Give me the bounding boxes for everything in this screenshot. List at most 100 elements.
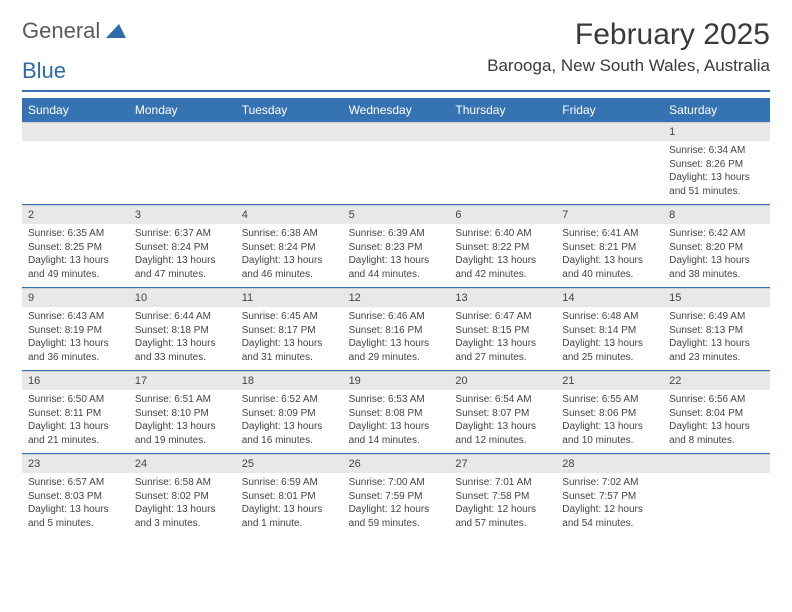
date-number [236, 122, 343, 141]
day-detail: Sunrise: 6:59 AMSunset: 8:01 PMDaylight:… [236, 473, 343, 536]
daylight-line: Daylight: 13 hours and 10 minutes. [562, 420, 657, 447]
daylight-line: Daylight: 13 hours and 49 minutes. [28, 254, 123, 281]
calendar-cell: 4Sunrise: 6:38 AMSunset: 8:24 PMDaylight… [236, 205, 343, 287]
sunrise-line: Sunrise: 6:51 AM [135, 393, 230, 407]
sunrise-line: Sunrise: 6:39 AM [349, 227, 444, 241]
calendar-week: 16Sunrise: 6:50 AMSunset: 8:11 PMDayligh… [22, 371, 770, 453]
date-number: 19 [343, 371, 450, 390]
day-detail: Sunrise: 6:54 AMSunset: 8:07 PMDaylight:… [449, 390, 556, 453]
calendar-cell: 3Sunrise: 6:37 AMSunset: 8:24 PMDaylight… [129, 205, 236, 287]
day-detail: Sunrise: 6:53 AMSunset: 8:08 PMDaylight:… [343, 390, 450, 453]
sunset-line: Sunset: 8:20 PM [669, 241, 764, 255]
sunset-line: Sunset: 8:22 PM [455, 241, 550, 255]
daylight-line: Daylight: 13 hours and 23 minutes. [669, 337, 764, 364]
day-detail [236, 141, 343, 201]
daylight-line: Daylight: 13 hours and 25 minutes. [562, 337, 657, 364]
sunset-line: Sunset: 8:24 PM [242, 241, 337, 255]
calendar-cell [449, 122, 556, 204]
date-number: 12 [343, 288, 450, 307]
calendar-cell [236, 122, 343, 204]
day-detail: Sunrise: 6:35 AMSunset: 8:25 PMDaylight:… [22, 224, 129, 287]
daylight-line: Daylight: 12 hours and 57 minutes. [455, 503, 550, 530]
date-number: 24 [129, 454, 236, 473]
calendar-week: 1Sunrise: 6:34 AMSunset: 8:26 PMDaylight… [22, 122, 770, 204]
calendar-cell [343, 122, 450, 204]
calendar-cell: 28Sunrise: 7:02 AMSunset: 7:57 PMDayligh… [556, 454, 663, 536]
sunset-line: Sunset: 8:26 PM [669, 158, 764, 172]
date-number: 16 [22, 371, 129, 390]
day-detail: Sunrise: 6:40 AMSunset: 8:22 PMDaylight:… [449, 224, 556, 287]
brand-word-1: General [22, 18, 100, 44]
sunrise-line: Sunrise: 6:45 AM [242, 310, 337, 324]
calendar-body: 1Sunrise: 6:34 AMSunset: 8:26 PMDaylight… [22, 122, 770, 536]
weekday-header-row: SundayMondayTuesdayWednesdayThursdayFrid… [22, 98, 770, 122]
sunset-line: Sunset: 8:14 PM [562, 324, 657, 338]
calendar-cell [663, 454, 770, 536]
sunset-line: Sunset: 7:58 PM [455, 490, 550, 504]
sunset-line: Sunset: 7:59 PM [349, 490, 444, 504]
weekday-header: Sunday [22, 98, 129, 122]
sunset-line: Sunset: 8:18 PM [135, 324, 230, 338]
date-number: 11 [236, 288, 343, 307]
day-detail: Sunrise: 6:52 AMSunset: 8:09 PMDaylight:… [236, 390, 343, 453]
day-detail: Sunrise: 6:58 AMSunset: 8:02 PMDaylight:… [129, 473, 236, 536]
sunset-line: Sunset: 8:17 PM [242, 324, 337, 338]
calendar-cell: 26Sunrise: 7:00 AMSunset: 7:59 PMDayligh… [343, 454, 450, 536]
daylight-line: Daylight: 13 hours and 33 minutes. [135, 337, 230, 364]
sunrise-line: Sunrise: 6:37 AM [135, 227, 230, 241]
date-number: 1 [663, 122, 770, 141]
sunset-line: Sunset: 8:15 PM [455, 324, 550, 338]
calendar-cell: 15Sunrise: 6:49 AMSunset: 8:13 PMDayligh… [663, 288, 770, 370]
calendar-week: 23Sunrise: 6:57 AMSunset: 8:03 PMDayligh… [22, 454, 770, 536]
day-detail [343, 141, 450, 201]
day-detail: Sunrise: 7:00 AMSunset: 7:59 PMDaylight:… [343, 473, 450, 536]
daylight-line: Daylight: 13 hours and 51 minutes. [669, 171, 764, 198]
sunset-line: Sunset: 8:16 PM [349, 324, 444, 338]
sunrise-line: Sunrise: 6:47 AM [455, 310, 550, 324]
calendar-cell [556, 122, 663, 204]
sunset-line: Sunset: 7:57 PM [562, 490, 657, 504]
date-number [556, 122, 663, 141]
sunrise-line: Sunrise: 6:48 AM [562, 310, 657, 324]
date-number: 9 [22, 288, 129, 307]
date-number [663, 454, 770, 473]
sunset-line: Sunset: 8:10 PM [135, 407, 230, 421]
sunrise-line: Sunrise: 6:44 AM [135, 310, 230, 324]
sunset-line: Sunset: 8:08 PM [349, 407, 444, 421]
sunrise-line: Sunrise: 6:56 AM [669, 393, 764, 407]
date-number: 7 [556, 205, 663, 224]
sunrise-line: Sunrise: 6:58 AM [135, 476, 230, 490]
day-detail: Sunrise: 6:39 AMSunset: 8:23 PMDaylight:… [343, 224, 450, 287]
daylight-line: Daylight: 13 hours and 47 minutes. [135, 254, 230, 281]
date-number: 28 [556, 454, 663, 473]
daylight-line: Daylight: 13 hours and 44 minutes. [349, 254, 444, 281]
sunrise-line: Sunrise: 6:50 AM [28, 393, 123, 407]
date-number: 8 [663, 205, 770, 224]
calendar-cell: 16Sunrise: 6:50 AMSunset: 8:11 PMDayligh… [22, 371, 129, 453]
calendar-cell: 5Sunrise: 6:39 AMSunset: 8:23 PMDaylight… [343, 205, 450, 287]
date-number: 13 [449, 288, 556, 307]
calendar-cell: 24Sunrise: 6:58 AMSunset: 8:02 PMDayligh… [129, 454, 236, 536]
calendar-cell: 20Sunrise: 6:54 AMSunset: 8:07 PMDayligh… [449, 371, 556, 453]
sunrise-line: Sunrise: 6:53 AM [349, 393, 444, 407]
sunrise-line: Sunrise: 7:00 AM [349, 476, 444, 490]
sunset-line: Sunset: 8:09 PM [242, 407, 337, 421]
daylight-line: Daylight: 13 hours and 21 minutes. [28, 420, 123, 447]
sunrise-line: Sunrise: 7:02 AM [562, 476, 657, 490]
day-detail: Sunrise: 6:49 AMSunset: 8:13 PMDaylight:… [663, 307, 770, 370]
day-detail: Sunrise: 6:50 AMSunset: 8:11 PMDaylight:… [22, 390, 129, 453]
daylight-line: Daylight: 13 hours and 46 minutes. [242, 254, 337, 281]
daylight-line: Daylight: 13 hours and 36 minutes. [28, 337, 123, 364]
date-number [343, 122, 450, 141]
day-detail: Sunrise: 6:41 AMSunset: 8:21 PMDaylight:… [556, 224, 663, 287]
calendar-cell: 12Sunrise: 6:46 AMSunset: 8:16 PMDayligh… [343, 288, 450, 370]
sunrise-line: Sunrise: 6:43 AM [28, 310, 123, 324]
sunset-line: Sunset: 8:11 PM [28, 407, 123, 421]
calendar-cell: 25Sunrise: 6:59 AMSunset: 8:01 PMDayligh… [236, 454, 343, 536]
sunset-line: Sunset: 8:04 PM [669, 407, 764, 421]
daylight-line: Daylight: 13 hours and 29 minutes. [349, 337, 444, 364]
date-number: 3 [129, 205, 236, 224]
calendar-week: 2Sunrise: 6:35 AMSunset: 8:25 PMDaylight… [22, 205, 770, 287]
weekday-header: Thursday [449, 98, 556, 122]
calendar-cell: 13Sunrise: 6:47 AMSunset: 8:15 PMDayligh… [449, 288, 556, 370]
